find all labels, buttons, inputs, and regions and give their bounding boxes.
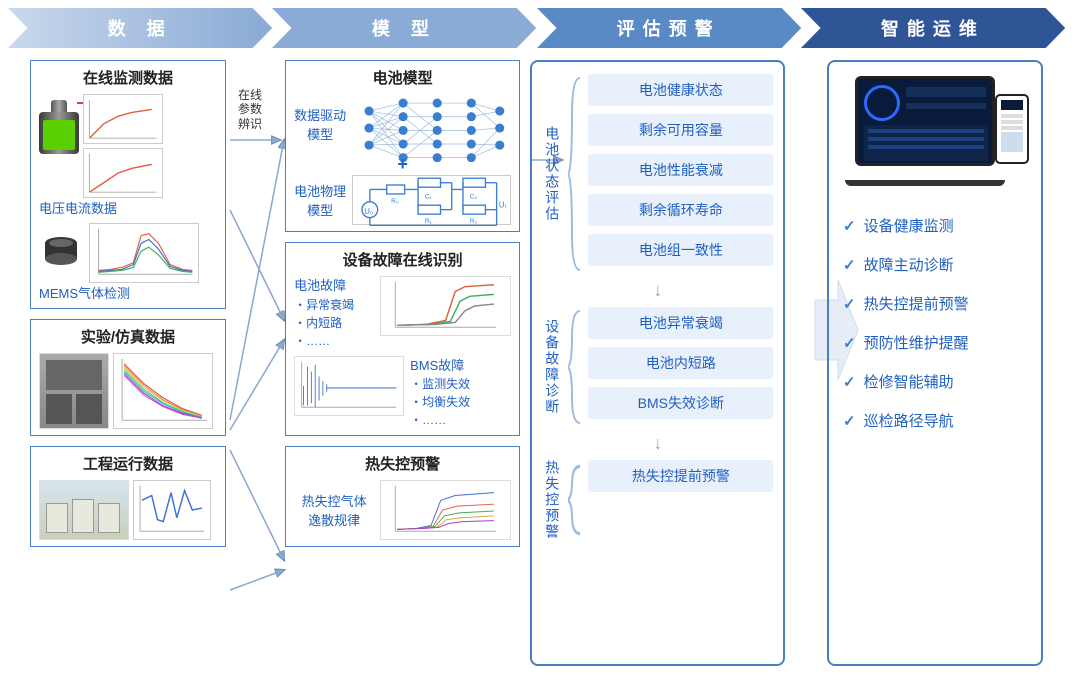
neural-network-icon [352, 94, 511, 154]
check-icon: ✓ [843, 412, 856, 430]
column-model: 电池模型 数据驱动 模型 [285, 60, 520, 666]
panel-fault-detection: 设备故障在线识别 电池故障 ・异常衰竭 ・内短路 ・…… [285, 242, 520, 436]
panel-title: 设备故障在线识别 [294, 249, 511, 270]
svg-text:C₁: C₁ [425, 193, 433, 200]
chevron-ops: 智能运维 [801, 8, 1065, 48]
battery-fault-title: 电池故障 [294, 276, 374, 296]
physics-model-label: 电池物理 模型 [294, 181, 346, 219]
panel-title: 在线监测数据 [39, 67, 217, 88]
check-icon: ✓ [843, 256, 856, 274]
brace-icon [568, 307, 582, 427]
check-icon: ✓ [843, 373, 856, 391]
svg-text:C₂: C₂ [470, 193, 478, 200]
chevron-eval: 评估预警 [537, 8, 801, 48]
check-icon: ✓ [843, 217, 856, 235]
chevron-label: 智能运维 [881, 15, 985, 41]
svg-text:Uₜ: Uₜ [499, 200, 507, 209]
mems-label: MEMS气体检测 [39, 283, 217, 302]
eval-group-fault-diagnosis: 设备故障诊断 电池异常衰竭 电池内短路 BMS失效诊断 [542, 307, 773, 427]
battery-cylinder-icon [39, 94, 79, 154]
ops-feature-list: ✓设备健康监测 ✓故障主动诊断 ✓热失控提前预警 ✓预防性维护提醒 ✓检修智能辅… [839, 206, 1031, 440]
panel-title: 实验/仿真数据 [39, 326, 217, 347]
eval-badge: 电池内短路 [588, 347, 773, 379]
eval-badge: 电池组一致性 [588, 234, 773, 266]
ops-item: ✓巡检路径导航 [843, 401, 1027, 440]
gas-detection-chart [89, 223, 199, 283]
panel-title: 热失控预警 [294, 453, 511, 474]
panel-engineering-run: 工程运行数据 [30, 446, 226, 547]
ops-item: ✓设备健康监测 [843, 206, 1027, 245]
voltage-current-label: 电压电流数据 [39, 198, 217, 217]
column-data: 在线监测数据 电压电流数据 [30, 60, 226, 666]
dashboard-devices-icon [845, 76, 1025, 186]
ops-item: ✓预防性维护提醒 [843, 323, 1027, 362]
equivalent-circuit-icon: U₀ R₀ C₁ R₁ C₂ R₂ Uₜ [352, 175, 511, 225]
bms-fault-title: BMS故障 [410, 356, 511, 376]
down-arrow-icon: ↓ [542, 280, 773, 301]
eval-badge: 剩余循环寿命 [588, 194, 773, 226]
svg-text:U₀: U₀ [364, 207, 373, 216]
gas-escape-label: 热失控气体 逸散规律 [294, 491, 374, 529]
fault-item: ・内短路 [294, 314, 374, 332]
eval-badge: 热失控提前预警 [588, 460, 773, 492]
fault-item: ・监测失效 [410, 375, 511, 393]
svg-text:R₂: R₂ [470, 218, 478, 225]
svg-text:R₁: R₁ [425, 218, 433, 225]
ops-item: ✓热失控提前预警 [843, 284, 1027, 323]
site-photo [39, 480, 129, 540]
check-icon: ✓ [843, 334, 856, 352]
mems-sensor-icon [39, 231, 83, 275]
panel-title: 工程运行数据 [39, 453, 217, 474]
equipment-photo [39, 353, 109, 429]
fault-item: ・均衡失效 [410, 393, 511, 411]
eval-badge: 电池性能衰减 [588, 154, 773, 186]
run-data-chart [133, 480, 211, 540]
chevron-label: 评估预警 [617, 15, 721, 41]
vlabel-battery-state: 电池状态评估 [542, 126, 562, 222]
eval-badge: 剩余可用容量 [588, 114, 773, 146]
brace-icon [568, 460, 582, 540]
data-driven-label: 数据驱动 模型 [294, 105, 346, 143]
panel-battery-model: 电池模型 数据驱动 模型 [285, 60, 520, 232]
panel-thermal-runaway: 热失控预警 热失控气体 逸散规律 [285, 446, 520, 547]
thermal-gas-chart [380, 480, 511, 540]
chevron-model: 模 型 [272, 8, 536, 48]
battery-fault-chart [380, 276, 511, 336]
eval-badge: 电池健康状态 [588, 74, 773, 106]
vlabel-fault-diagnosis: 设备故障诊断 [542, 319, 562, 415]
eval-group-thermal-warning: 热失控预警 热失控提前预警 [542, 460, 773, 540]
eval-badge: BMS失效诊断 [588, 387, 773, 419]
down-arrow-icon: ↓ [542, 433, 773, 454]
panel-experiment-sim: 实验/仿真数据 [30, 319, 226, 436]
decay-chart [113, 353, 213, 429]
chevron-label: 模 型 [372, 15, 437, 41]
ops-item: ✓检修智能辅助 [843, 362, 1027, 401]
panel-online-monitoring: 在线监测数据 电压电流数据 [30, 60, 226, 309]
fault-item: ・…… [294, 332, 374, 350]
svg-text:R₀: R₀ [391, 198, 399, 205]
panel-title: 电池模型 [294, 67, 511, 88]
current-chart [83, 148, 163, 198]
chevron-data: 数 据 [8, 8, 272, 48]
eval-group-battery-state: 电池状态评估 电池健康状态 剩余可用容量 电池性能衰减 剩余循环寿命 电池组一致… [542, 74, 773, 274]
voltage-chart [83, 94, 163, 144]
eval-badge: 电池异常衰竭 [588, 307, 773, 339]
fault-item: ・异常衰竭 [294, 296, 374, 314]
brace-icon [568, 74, 582, 274]
ops-item: ✓故障主动诊断 [843, 245, 1027, 284]
column-smart-ops: ✓设备健康监测 ✓故障主动诊断 ✓热失控提前预警 ✓预防性维护提醒 ✓检修智能辅… [827, 60, 1043, 666]
column-evaluation: 电池状态评估 电池健康状态 剩余可用容量 电池性能衰减 剩余循环寿命 电池组一致… [530, 60, 785, 666]
header-chevrons: 数 据 模 型 评估预警 智能运维 [8, 8, 1065, 48]
check-icon: ✓ [843, 295, 856, 313]
bms-fault-chart [294, 356, 404, 416]
chevron-label: 数 据 [108, 15, 173, 41]
fault-item: ・…… [410, 411, 511, 429]
vlabel-thermal-warning: 热失控预警 [542, 460, 562, 540]
